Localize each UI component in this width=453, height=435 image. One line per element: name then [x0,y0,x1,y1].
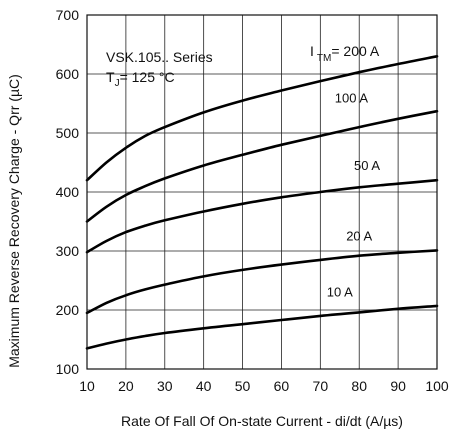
y-tick-labels: 100 200 300 400 500 600 700 [56,7,80,377]
series-line-20-a [85,249,439,315]
series-line-100-a [85,109,439,223]
series-line-200-a [85,55,439,182]
x-tick-label-20: 20 [118,378,134,394]
x-tick-label-80: 80 [351,378,367,394]
x-tick-label-60: 60 [274,378,290,394]
series-name-annotation: VSK.105.. Series [106,49,213,65]
x-tick-label-90: 90 [390,378,406,394]
x-tick-labels: 10 20 30 40 50 60 70 80 90 100 [79,378,449,394]
y-tick-label-100: 100 [56,361,80,377]
x-tick-label-70: 70 [313,378,329,394]
y-tick-label-700: 700 [56,7,80,23]
curve-labels: 100 A 50 A 20 A 10 A [327,90,381,299]
curve-label-100-a: 100 A [335,90,369,105]
temp-subscript: J [115,78,120,89]
y-tick-label-300: 300 [56,243,80,259]
y-tick-label-200: 200 [56,302,80,318]
y-tick-label-400: 400 [56,184,80,200]
curve-label-10-a: 10 A [327,284,353,299]
x-tick-label-10: 10 [79,378,95,394]
temp-prefix: T [106,69,115,85]
current-value: = 200 A [331,43,380,59]
series-line-50-a [85,178,439,254]
current-prefix: I [310,43,314,59]
y-axis-label: Maximum Reverse Recovery Charge - Qrr (µ… [6,74,22,368]
curve-label-50-a: 50 A [354,158,380,173]
x-tick-label-40: 40 [196,378,212,394]
plot-frame [86,14,438,370]
series-line-10-a [85,304,439,350]
temp-value: = 125 °C [120,69,175,85]
current-annotation: I TM= 200 A [310,43,380,64]
current-subscript: TM [317,53,331,64]
y-tick-label-600: 600 [56,66,80,82]
x-tick-label-30: 30 [157,378,173,394]
junction-temp-annotation: TJ= 125 °C [106,69,175,89]
x-tick-label-100: 100 [425,378,449,394]
curve-label-20-a: 20 A [346,228,372,243]
x-tick-label-50: 50 [235,378,251,394]
data-curves [85,55,439,350]
y-tick-label-500: 500 [56,125,80,141]
x-axis-label: Rate Of Fall Of On-state Current - di/dt… [121,413,403,429]
